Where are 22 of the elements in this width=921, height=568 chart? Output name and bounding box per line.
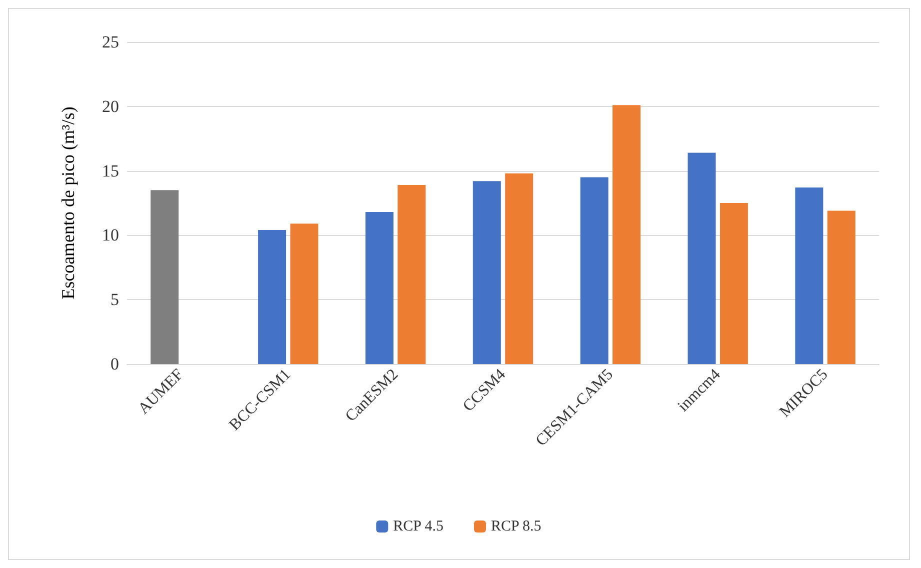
y-tick-label: 20 xyxy=(102,96,119,116)
bar xyxy=(795,188,824,364)
bar xyxy=(365,212,394,364)
bar xyxy=(150,190,179,364)
bar xyxy=(827,210,856,364)
bar xyxy=(580,177,608,364)
bar xyxy=(398,184,426,364)
bar xyxy=(612,105,641,364)
legend-label: RCP 4.5 xyxy=(393,518,444,534)
legend-label: RCP 8.5 xyxy=(491,518,542,534)
bar xyxy=(472,181,501,364)
y-tick-label: 15 xyxy=(102,161,119,180)
bar xyxy=(505,173,534,364)
y-tick-label: 0 xyxy=(110,354,119,374)
bar xyxy=(688,152,716,364)
bar xyxy=(720,203,748,364)
bar xyxy=(258,230,286,364)
y-tick-label: 10 xyxy=(102,226,119,245)
y-tick-label: 25 xyxy=(102,32,119,52)
bar xyxy=(290,224,318,364)
y-axis-title: Escoamento de pico (m³/s) xyxy=(58,106,78,300)
y-tick-label: 5 xyxy=(110,290,119,310)
